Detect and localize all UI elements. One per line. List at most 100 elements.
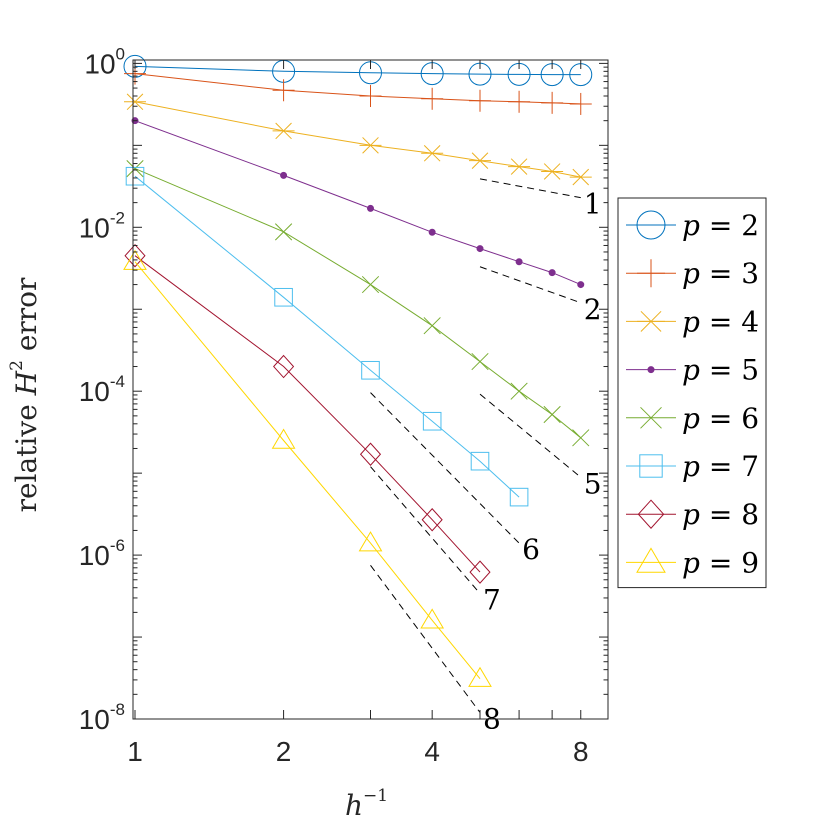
marker-x-b <box>274 223 293 241</box>
series-line <box>134 101 581 178</box>
marker-triangle <box>636 547 666 573</box>
marker-x-b <box>423 317 441 335</box>
series-line <box>134 65 581 76</box>
marker-x-b <box>572 429 590 447</box>
series-p-4 <box>124 93 592 186</box>
legend-label: p = 5 <box>682 354 759 387</box>
data-point <box>469 560 491 584</box>
slope-label: 6 <box>522 533 540 566</box>
data-series <box>123 54 593 687</box>
marker-dot <box>577 281 585 289</box>
marker-diamond <box>469 560 491 584</box>
slope-reference-line <box>370 565 481 713</box>
legend-label: p = 3 <box>682 257 759 290</box>
legend-entry: p = 3 <box>626 257 759 290</box>
marker-asterisk-b <box>572 168 590 186</box>
marker-square <box>639 454 663 478</box>
marker-dot <box>428 228 436 236</box>
marker-triangle <box>420 608 445 629</box>
marker-dot <box>367 204 374 212</box>
data-point <box>421 87 444 110</box>
marker-asterisk-b <box>275 122 292 140</box>
data-point <box>359 442 382 467</box>
data-point <box>569 168 592 186</box>
data-point <box>124 243 146 268</box>
plot-background <box>133 60 608 719</box>
data-point <box>510 382 528 400</box>
legend-entry: p = 9 <box>626 546 759 579</box>
data-point <box>637 499 665 529</box>
marker-square <box>361 360 380 380</box>
marker-square <box>274 287 293 307</box>
data-point <box>272 122 295 140</box>
data-point <box>508 158 531 175</box>
data-point <box>274 287 293 307</box>
data-point <box>541 91 564 114</box>
slope-reference-line <box>370 466 481 594</box>
slope-label: 1 <box>584 188 602 221</box>
series-line <box>134 168 582 439</box>
data-point <box>471 352 489 371</box>
marker-dot <box>548 269 556 277</box>
slope-reference-line <box>479 393 582 478</box>
slope-label: 5 <box>584 467 602 500</box>
data-point <box>577 281 585 289</box>
data-point <box>421 507 443 532</box>
marker-asterisk-b <box>640 310 662 332</box>
legend-entry: p = 7 <box>626 450 759 483</box>
legend-label: p = 8 <box>682 498 759 531</box>
data-point <box>126 160 144 178</box>
data-point <box>421 145 444 162</box>
data-point <box>508 90 531 113</box>
data-point <box>274 223 293 241</box>
marker-square <box>125 166 145 186</box>
x-tick-label: 2 <box>276 736 292 767</box>
data-point <box>469 152 492 169</box>
y-tick-label: 10-2 <box>79 208 125 243</box>
legend-label: p = 6 <box>682 402 759 435</box>
data-point <box>428 228 436 236</box>
marker-triangle <box>468 666 492 687</box>
data-point <box>476 245 484 253</box>
y-tick-label: 10-8 <box>79 700 125 735</box>
legend-label: p = 7 <box>682 450 759 483</box>
legend-entry: p = 6 <box>626 402 759 435</box>
marker-diamond <box>273 354 295 379</box>
legend-box <box>617 197 767 589</box>
marker-x-b <box>640 406 662 429</box>
data-point <box>361 360 380 380</box>
marker-square <box>422 411 442 431</box>
slope-label: 7 <box>483 583 501 616</box>
data-point <box>515 258 523 266</box>
marker-x-b <box>471 352 489 371</box>
x-tick-label: 1 <box>127 736 143 767</box>
data-point <box>420 608 445 629</box>
data-point <box>359 137 382 154</box>
data-point <box>359 85 382 108</box>
marker-x-b <box>361 275 380 294</box>
marker-asterisk-b <box>423 145 441 162</box>
data-point <box>640 406 662 429</box>
data-point <box>422 411 442 431</box>
marker-dot <box>476 245 484 253</box>
legend-label: p = 9 <box>682 546 759 579</box>
series-p-8 <box>124 243 491 584</box>
marker-asterisk-b <box>362 137 379 154</box>
data-point <box>367 204 374 212</box>
x-axis-label: h−1 <box>345 786 388 822</box>
data-point <box>468 666 492 687</box>
slope-label: 2 <box>584 293 602 326</box>
data-point <box>639 454 663 478</box>
marker-circle <box>636 210 666 240</box>
data-point <box>636 547 666 573</box>
marker-asterisk-b <box>126 93 144 111</box>
y-tick-label: 100 <box>84 44 125 79</box>
data-point <box>423 317 441 335</box>
data-point <box>647 366 655 374</box>
series-p-6 <box>126 160 590 447</box>
marker-x-b <box>126 160 144 178</box>
marker-diamond <box>124 243 146 268</box>
marker-dot <box>280 171 288 179</box>
